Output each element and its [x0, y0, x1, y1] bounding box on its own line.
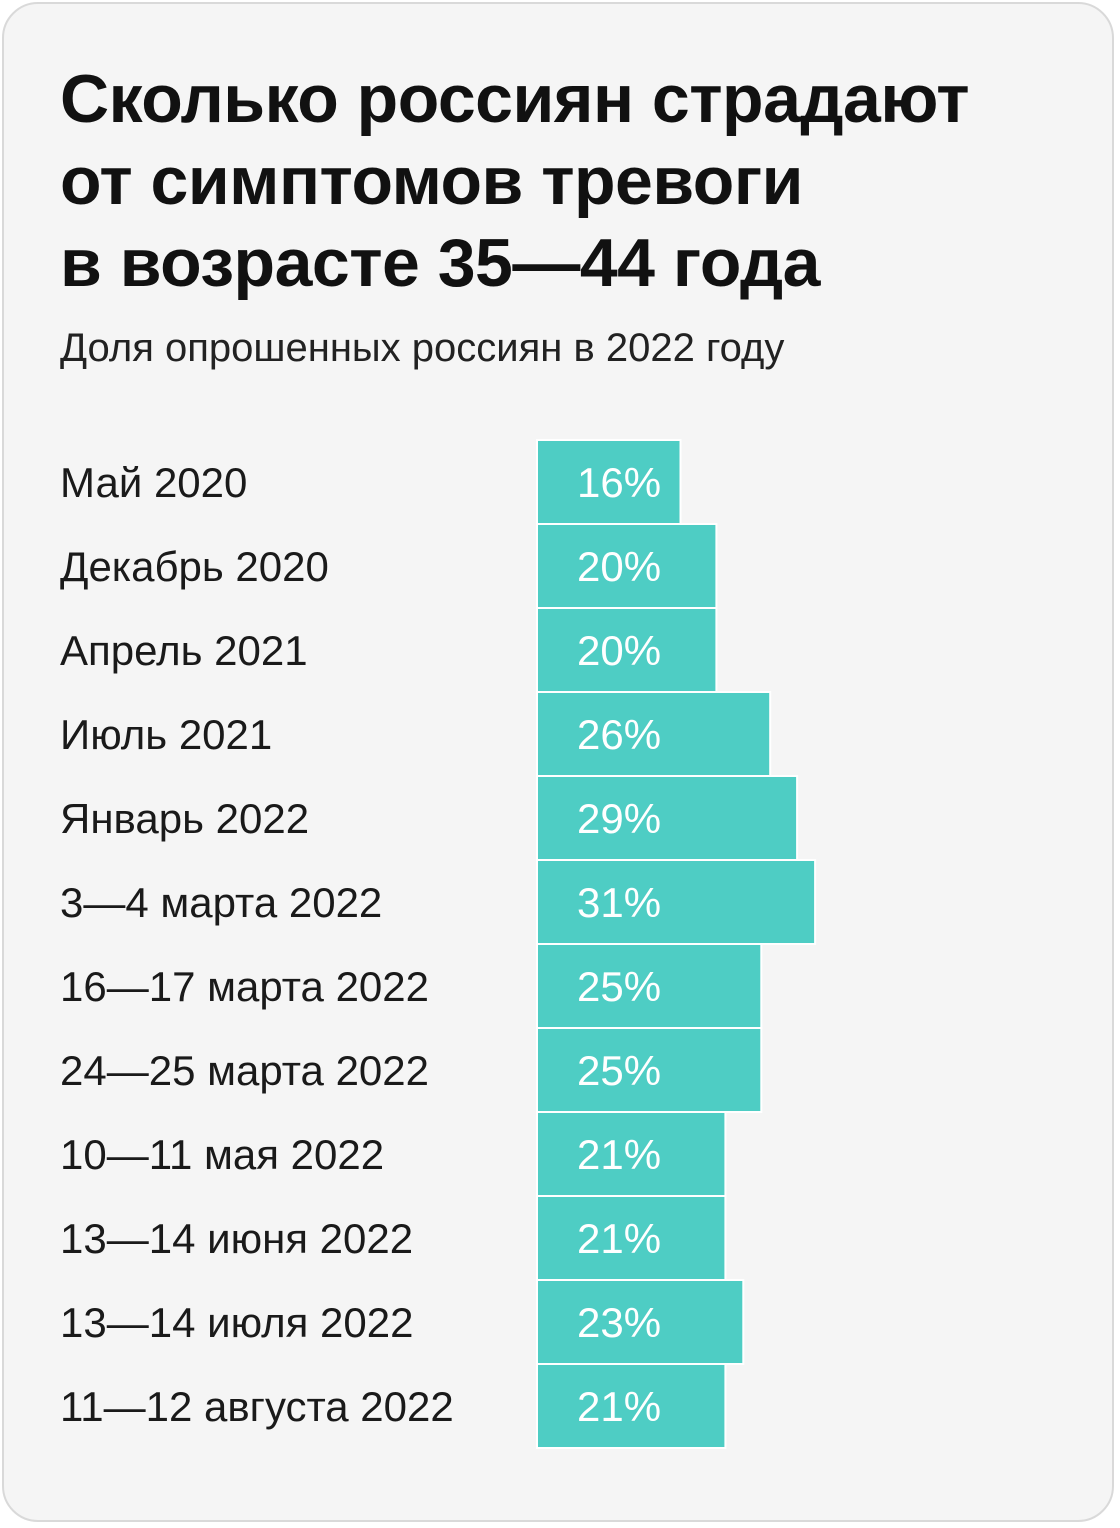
value-label-8: 25%	[577, 1047, 661, 1094]
title-line-2: от симптомов тревоги	[60, 143, 803, 219]
chart-subtitle: Доля опрошенных россиян в 2022 году	[60, 326, 785, 370]
value-label-9: 21%	[577, 1131, 661, 1178]
bar-1	[536, 439, 682, 525]
value-labels-group: 16% 20% 20% 26% 29% 31% 25% 25% 21% 21% 23% 21%	[577, 459, 661, 1430]
value-label-12: 21%	[577, 1383, 661, 1430]
bar-5	[536, 775, 799, 861]
bar-9	[536, 1111, 727, 1197]
bar-12	[536, 1363, 727, 1449]
value-label-4: 26%	[577, 711, 661, 758]
category-label-6: 3—4 марта 2022	[60, 879, 382, 926]
category-label-3: Апрель 2021	[60, 627, 308, 674]
category-label-2: Декабрь 2020	[60, 543, 329, 590]
chart-title: Сколько россиян страдают от симптомов тр…	[60, 58, 1060, 304]
category-label-12: 11—12 августа 2022	[60, 1383, 454, 1430]
bar-2	[536, 523, 718, 609]
bar-3	[536, 607, 718, 693]
value-label-1: 16%	[577, 459, 661, 506]
category-label-10: 13—14 июня 2022	[60, 1215, 413, 1262]
category-label-4: Июль 2021	[60, 711, 272, 758]
category-label-1: Май 2020	[60, 459, 247, 506]
bar-8	[536, 1027, 763, 1113]
category-label-11: 13—14 июля 2022	[60, 1299, 414, 1346]
value-label-6: 31%	[577, 879, 661, 926]
value-label-10: 21%	[577, 1215, 661, 1262]
title-line-3: в возрасте 35—44 года	[60, 225, 820, 301]
value-label-3: 20%	[577, 627, 661, 674]
category-label-8: 24—25 марта 2022	[60, 1047, 429, 1094]
category-label-9: 10—11 мая 2022	[60, 1131, 384, 1178]
bars-group	[536, 439, 817, 1449]
category-label-7: 16—17 марта 2022	[60, 963, 429, 1010]
bar-10	[536, 1195, 727, 1281]
bar-7	[536, 943, 763, 1029]
title-line-1: Сколько россиян страдают	[60, 61, 970, 137]
value-label-5: 29%	[577, 795, 661, 842]
value-label-2: 20%	[577, 543, 661, 590]
category-labels-group: Май 2020 Декабрь 2020 Апрель 2021 Июль 2021…	[60, 459, 454, 1430]
value-label-7: 25%	[577, 963, 661, 1010]
category-label-5: Январь 2022	[60, 795, 309, 842]
value-label-11: 23%	[577, 1299, 661, 1346]
bar-11	[536, 1279, 745, 1365]
